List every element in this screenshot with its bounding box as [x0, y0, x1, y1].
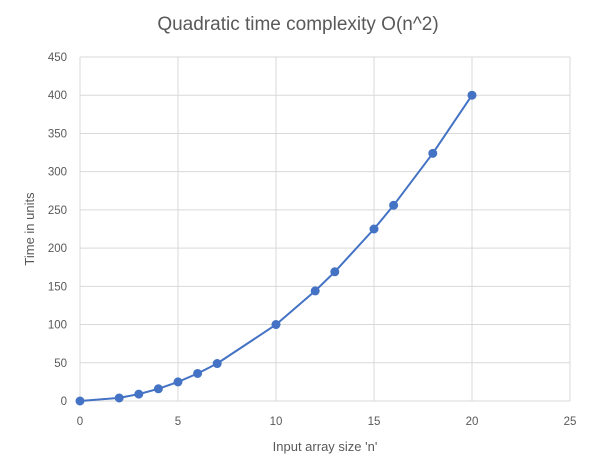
x-tick-label: 10	[270, 416, 283, 428]
data-point	[428, 148, 438, 158]
x-tick-label: 5	[175, 416, 181, 428]
data-point	[310, 286, 320, 296]
data-point	[369, 224, 379, 234]
y-tick-label: 0	[61, 396, 67, 408]
data-point	[271, 320, 281, 330]
y-tick-label: 350	[48, 128, 67, 140]
y-tick-label: 200	[48, 243, 67, 255]
data-point	[467, 90, 477, 100]
x-tick-label: 25	[564, 416, 577, 428]
data-point	[173, 377, 183, 387]
data-point	[75, 396, 85, 406]
data-point	[193, 368, 203, 378]
data-point	[212, 359, 222, 369]
x-tick-label: 15	[368, 416, 381, 428]
data-point	[114, 393, 124, 403]
y-tick-label: 250	[48, 205, 67, 217]
x-tick-label: 0	[77, 416, 83, 428]
data-point	[389, 200, 399, 210]
y-tick-label: 150	[48, 281, 67, 293]
chart-title: Quadratic time complexity O(n^2)	[157, 14, 438, 35]
data-point	[330, 267, 340, 277]
y-tick-label: 450	[48, 52, 67, 64]
y-tick-label: 50	[54, 358, 67, 370]
data-point	[134, 389, 144, 399]
y-tick-label: 100	[48, 320, 67, 332]
plot-area: 0 50 100 150 200 250 300 350 400 450 0 5 10 15 20 25	[48, 52, 577, 428]
y-tick-label: 400	[48, 90, 67, 102]
y-tick-label: 300	[48, 167, 67, 179]
y-axis-label: Time in units	[22, 192, 37, 266]
x-axis-label: Input array size 'n'	[273, 439, 378, 454]
data-point	[153, 384, 163, 394]
x-tick-label: 20	[466, 416, 479, 428]
